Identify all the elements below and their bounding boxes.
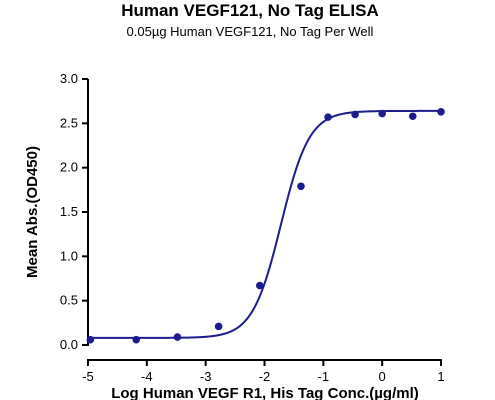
y-tick-label: 1.5: [60, 204, 78, 219]
y-tick-label: 1.0: [60, 248, 78, 263]
y-tick-label: 2.0: [60, 160, 78, 175]
data-point: [351, 110, 359, 119]
chart-title: Human VEGF121, No Tag ELISA: [121, 1, 379, 20]
axes: 0.0 0.5 1.0 1.5 2.0 2.5 3.0 -5 -4 -3 -2 -1 0 1: [60, 71, 445, 384]
x-axis-label: Log Human VEGF R1, His Tag Conc.(µg/ml): [111, 385, 419, 400]
data-point: [255, 281, 264, 290]
x-tick-label: -4: [141, 369, 153, 384]
data-points: [86, 108, 445, 344]
data-point: [86, 335, 95, 344]
y-tick-label: 2.5: [60, 115, 78, 130]
x-tick-label: 0: [379, 369, 386, 384]
x-tick-label: 1: [437, 369, 444, 384]
data-point: [132, 335, 141, 344]
data-point: [214, 322, 223, 331]
x-tick-label: -3: [200, 369, 212, 384]
y-tick-label: 0.0: [60, 337, 78, 352]
y-axis-label: Mean Abs.(OD450): [24, 146, 41, 278]
data-point: [297, 182, 305, 191]
data-point: [437, 108, 445, 116]
y-tick-label: 3.0: [60, 71, 78, 86]
x-tick-label: -2: [259, 369, 271, 384]
x-tick-label: -1: [318, 369, 330, 384]
y-tick-label: 0.5: [60, 293, 78, 308]
fit-curve-group: [88, 109, 441, 339]
data-point: [378, 109, 386, 118]
fit-curve-line: [88, 109, 441, 339]
data-point: [173, 333, 182, 341]
chart-subtitle: 0.05µg Human VEGF121, No Tag Per Well: [127, 24, 374, 39]
data-point: [408, 112, 417, 121]
data-point: [324, 113, 332, 121]
x-tick-label: -5: [82, 369, 94, 384]
